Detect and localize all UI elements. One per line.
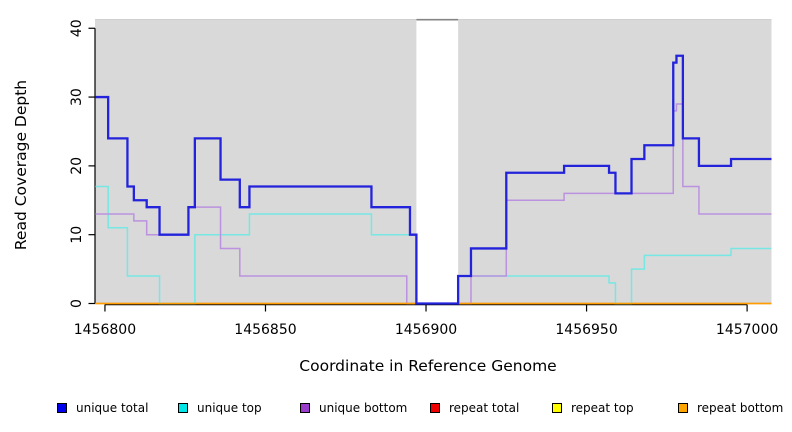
x-tick-label: 1456950 <box>555 322 617 338</box>
legend-swatch-unique-top <box>178 403 188 413</box>
legend-label-unique-total: unique total <box>76 401 149 415</box>
legend-label-repeat-top: repeat top <box>571 401 634 415</box>
x-tick-label: 1456800 <box>74 322 136 338</box>
y-tick-label: 10 <box>69 226 85 244</box>
x-tick-label: 1457000 <box>716 322 778 338</box>
legend-item-repeat-total: repeat total <box>430 400 519 416</box>
legend-item-unique-bottom: unique bottom <box>300 400 407 416</box>
legend-item-repeat-top: repeat top <box>552 400 634 416</box>
legend-swatch-unique-total <box>57 403 67 413</box>
legend-label-unique-top: unique top <box>197 401 262 415</box>
y-tick-label: 30 <box>69 88 85 106</box>
x-axis-title: Coordinate in Reference Genome <box>299 357 557 375</box>
y-tick-label: 0 <box>69 299 85 308</box>
y-axis-title: Read Coverage Depth <box>12 79 30 251</box>
series-line-unique-total <box>95 54 772 305</box>
y-tick-label: 40 <box>69 19 85 37</box>
legend: unique total unique top unique bottom repea… <box>0 400 792 420</box>
x-tick-label: 1456900 <box>395 322 457 338</box>
legend-item-unique-total: unique total <box>57 400 148 416</box>
coverage-gap-band <box>416 19 459 304</box>
y-tick-label: 20 <box>69 157 85 175</box>
legend-swatch-repeat-total <box>430 403 440 413</box>
legend-label-repeat-bottom: repeat bottom <box>697 401 784 415</box>
x-tick-label: 1456850 <box>234 322 296 338</box>
legend-swatch-repeat-bottom <box>678 403 688 413</box>
legend-swatch-repeat-top <box>552 403 562 413</box>
legend-label-repeat-total: repeat total <box>449 401 520 415</box>
legend-swatch-unique-bottom <box>300 403 310 413</box>
legend-label-unique-bottom: unique bottom <box>319 401 408 415</box>
legend-item-repeat-bottom: repeat bottom <box>678 400 783 416</box>
legend-item-unique-top: unique top <box>178 400 262 416</box>
